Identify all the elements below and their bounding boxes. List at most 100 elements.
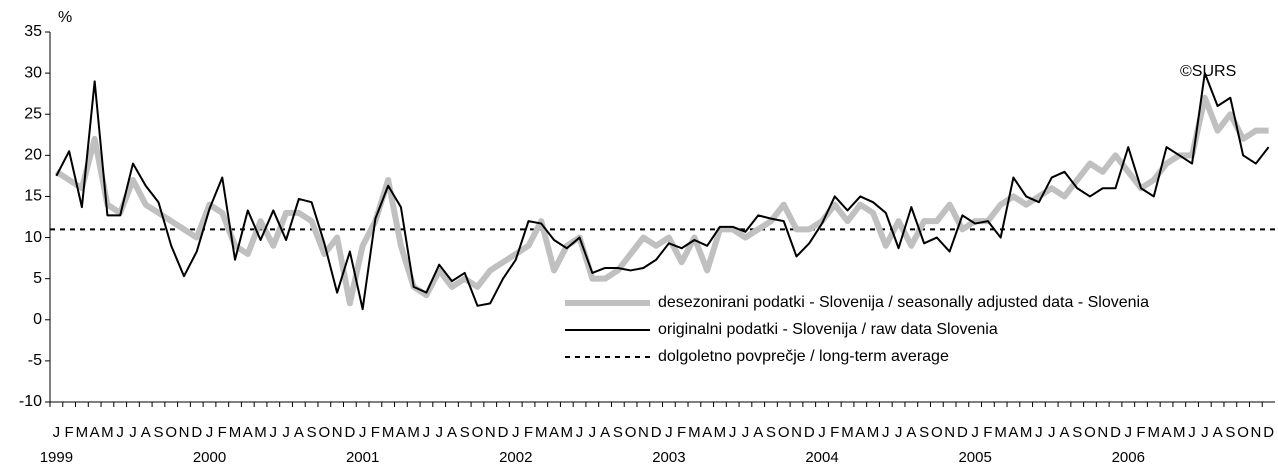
y-unit: % <box>58 9 72 26</box>
x-tick-label: J <box>1125 424 1133 441</box>
x-tick-label: F <box>983 424 992 441</box>
x-tick-label: M <box>994 424 1007 441</box>
x-tick-label: S <box>153 424 163 441</box>
x-tick-label: J <box>282 424 290 441</box>
x-tick-label: J <box>1035 424 1043 441</box>
y-tick-label: -10 <box>19 393 42 410</box>
x-tick-label: D <box>191 424 202 441</box>
x-tick-label: J <box>53 424 61 441</box>
x-tick-label: D <box>957 424 968 441</box>
x-tick-label: N <box>638 424 649 441</box>
y-tick-label: 5 <box>33 270 42 287</box>
x-tick-label: O <box>165 424 177 441</box>
x-tick-label: J <box>971 424 979 441</box>
year-label: 2003 <box>652 449 685 466</box>
x-tick-label: J <box>359 424 367 441</box>
year-label: 2004 <box>805 449 838 466</box>
x-tick-label: O <box>625 424 637 441</box>
x-tick-label: O <box>931 424 943 441</box>
x-tick-label: M <box>1020 424 1033 441</box>
legend-label: dolgoletno povprečje / long-term average <box>658 348 949 365</box>
x-tick-label: J <box>665 424 673 441</box>
x-tick-label: O <box>1237 424 1249 441</box>
y-tick-label: 0 <box>33 311 42 328</box>
x-tick-label: J <box>1188 424 1196 441</box>
x-tick-label: S <box>766 424 776 441</box>
x-tick-label: S <box>307 424 317 441</box>
x-tick-label: A <box>1213 424 1223 441</box>
legend-label: originalni podatki - Slovenija / raw dat… <box>658 321 998 338</box>
x-tick-label: A <box>243 424 253 441</box>
x-tick-label: F <box>371 424 380 441</box>
x-tick-label: A <box>141 424 151 441</box>
x-tick-label: M <box>76 424 89 441</box>
x-tick-label: M <box>254 424 267 441</box>
x-tick-label: J <box>818 424 826 441</box>
x-tick-label: N <box>1250 424 1261 441</box>
x-tick-label: J <box>1048 424 1056 441</box>
x-tick-label: N <box>179 424 190 441</box>
x-tick-label: O <box>319 424 331 441</box>
x-tick-label: S <box>613 424 623 441</box>
x-tick-label: M <box>714 424 727 441</box>
x-tick-label: M <box>841 424 854 441</box>
y-tick-label: 30 <box>24 64 42 81</box>
x-tick-label: O <box>778 424 790 441</box>
x-tick-label: J <box>576 424 584 441</box>
x-tick-label: F <box>524 424 533 441</box>
x-tick-label: J <box>129 424 137 441</box>
x-tick-label: O <box>472 424 484 441</box>
series-line <box>54 94 1269 307</box>
x-tick-label: J <box>895 424 903 441</box>
x-tick-label: N <box>485 424 496 441</box>
x-tick-label: M <box>407 424 420 441</box>
x-tick-label: J <box>589 424 597 441</box>
x-tick-label: S <box>919 424 929 441</box>
x-tick-label: F <box>218 424 227 441</box>
year-label: 2005 <box>958 449 991 466</box>
x-tick-label: N <box>944 424 955 441</box>
x-tick-label: M <box>1173 424 1186 441</box>
x-tick-label: F <box>65 424 74 441</box>
y-tick-label: 20 <box>24 147 42 164</box>
year-label: 2006 <box>1112 449 1145 466</box>
x-tick-label: F <box>677 424 686 441</box>
x-tick-label: J <box>1201 424 1209 441</box>
year-label: 2001 <box>346 449 379 466</box>
x-tick-label: J <box>206 424 214 441</box>
x-tick-label: A <box>600 424 610 441</box>
x-tick-label: M <box>229 424 242 441</box>
x-tick-label: M <box>101 424 114 441</box>
x-tick-label: J <box>512 424 520 441</box>
x-tick-label: D <box>1263 424 1274 441</box>
annotation: ©SURS <box>1180 63 1236 80</box>
x-tick-label: A <box>90 424 100 441</box>
x-tick-label: F <box>1136 424 1145 441</box>
x-tick-label: A <box>1008 424 1018 441</box>
x-tick-label: M <box>1148 424 1161 441</box>
x-tick-label: N <box>1097 424 1108 441</box>
x-tick-label: A <box>549 424 559 441</box>
x-tick-label: J <box>435 424 443 441</box>
x-tick-label: A <box>396 424 406 441</box>
y-tick-label: -5 <box>28 352 42 369</box>
legend-label: desezonirani podatki - Slovenija / seaso… <box>658 294 1149 311</box>
x-tick-label: J <box>742 424 750 441</box>
x-tick-label: F <box>830 424 839 441</box>
x-tick-label: M <box>688 424 701 441</box>
x-tick-label: J <box>882 424 890 441</box>
y-tick-label: 25 <box>24 105 42 122</box>
x-tick-label: J <box>423 424 431 441</box>
x-tick-label: A <box>447 424 457 441</box>
y-tick-label: 35 <box>24 23 42 40</box>
x-tick-label: D <box>651 424 662 441</box>
x-tick-label: D <box>804 424 815 441</box>
x-tick-label: A <box>855 424 865 441</box>
x-tick-label: J <box>116 424 124 441</box>
year-label: 1999 <box>40 449 73 466</box>
x-tick-label: M <box>382 424 395 441</box>
x-tick-label: N <box>332 424 343 441</box>
x-tick-label: A <box>1162 424 1172 441</box>
x-tick-label: S <box>1225 424 1235 441</box>
